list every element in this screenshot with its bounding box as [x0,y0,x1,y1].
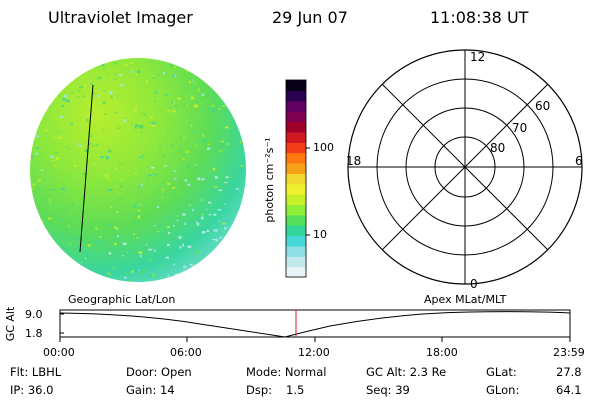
polar-diagonal-2 [381,83,549,251]
timeline-xtick-1800: 18:00 [426,346,458,359]
mode-value: Mode: Normal [246,365,327,379]
dsp-value: 1.5 [286,383,305,397]
timeline-xtick-0000: 00:00 [43,346,75,359]
lat-label-70: 70 [512,121,527,135]
gc-altitude: GC Alt: 2.3 Re [366,365,447,379]
colorbar-band [286,183,306,195]
orbit-track-line [79,84,94,253]
mlt-label-18: 18 [346,154,361,168]
timeline-right-title: Apex MLat/MLT [424,293,507,306]
uv-earth-image [30,58,246,282]
colorbar-band [286,235,306,247]
colorbar-tick-10: 10 [313,228,327,241]
colorbar-band [286,173,306,185]
door-status: Door: Open [126,365,192,379]
colorbar-unit-label: photon cm⁻²s⁻¹ [263,137,276,222]
lat-label-60: 60 [535,99,550,113]
mlt-label-6: 6 [575,154,583,168]
glon-value: 64.1 [556,383,582,397]
earth-disk [30,58,246,282]
colorbar-band [286,194,306,206]
timeline-ytick-low: 1.8 [25,327,43,340]
colorbar-band [286,245,306,257]
colorbar-band [286,214,306,226]
timeline-xtick-0600: 06:00 [170,346,202,359]
filter-value: Flt: LBHL [10,365,62,379]
mlt-label-0: 0 [470,277,478,290]
lat-label-80: 80 [490,141,505,155]
colorbar-band [286,256,306,268]
colorbar-band [286,111,306,123]
ip-value: IP: 36.0 [10,383,54,397]
timeline-plot: GC Alt 9.0 1.8 [4,306,571,342]
colorbar-band [286,204,306,216]
gain-value: Gain: 14 [126,383,175,397]
colorbar-band [286,142,306,154]
date-label: 29 Jun 07 [272,8,348,27]
timeline-frame [59,309,571,338]
colorbar: photon cm⁻²s⁻¹ [263,79,310,278]
glat-label: GLat: [486,365,517,379]
timeline-left-title: Geographic Lat/Lon [68,293,176,306]
dsp-label: Dsp: [246,383,273,397]
timeline-xtick-2359: 23:59 [553,346,585,359]
glon-label: GLon: [486,383,520,397]
sequence-value: Seq: 39 [366,383,410,397]
glat-value: 27.8 [556,365,582,379]
polar-grid: 12 0 18 6 60 70 80 [346,49,583,290]
timeline-axis-label: GC Alt [4,306,17,341]
colorbar-band [286,131,306,143]
colorbar-band [286,90,306,102]
colorbar-tick-100: 100 [313,141,334,154]
colorbar-band [286,80,306,91]
timeline-xtick-1200: 12:00 [298,346,330,359]
colorbar-band [286,152,306,164]
timeline-ytick-high: 9.0 [25,308,43,321]
colorbar-gradient [286,80,306,278]
time-label: 11:08:38 UT [430,8,529,27]
mlt-label-12: 12 [470,50,485,64]
instrument-title: Ultraviolet Imager [48,8,193,27]
colorbar-band [286,266,306,278]
colorbar-band [286,121,306,133]
colorbar-band [286,162,306,174]
colorbar-band [286,225,306,237]
altitude-curve [59,311,571,338]
colorbar-band [286,100,306,112]
colorbar-frame [285,79,307,278]
